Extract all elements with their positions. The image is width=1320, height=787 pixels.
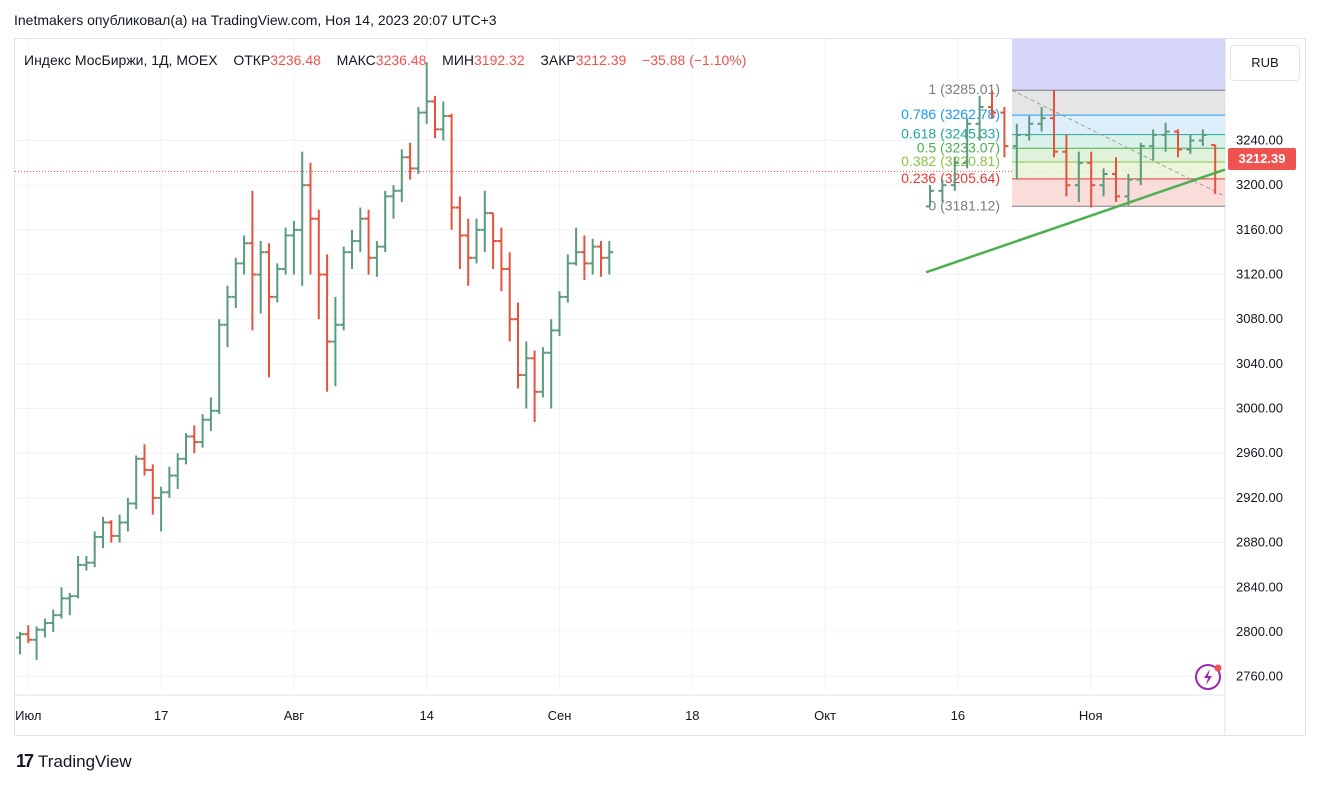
fib-zone [1012,161,1225,179]
ohlc-legend: Индекс МосБиржи, 1Д, MOEX ОТКР3236.48 МА… [24,52,746,68]
y-tick-label: 3160.00 [1236,222,1283,237]
support-trendline [925,168,1226,274]
high-label: МАКС [336,52,376,68]
fib-zone [1012,178,1225,207]
y-tick-label: 3080.00 [1236,311,1283,326]
last-price-tag: 3212.39 [1228,148,1296,170]
x-tick-label: Ноя [1079,708,1103,723]
fib-zone [1012,134,1225,149]
open-value: 3236.48 [270,52,321,68]
currency-button[interactable]: RUB [1230,45,1300,81]
x-tick-label: 18 [685,708,699,723]
y-tick-label: 3000.00 [1236,401,1283,416]
close-label: ЗАКР [540,52,576,68]
y-tick-label: 2880.00 [1236,535,1283,550]
fib-zone [1012,90,1225,116]
y-tick-label: 3240.00 [1236,133,1283,148]
low-label: МИН [442,52,475,68]
fib-level-label: 0.618 (3245.33) [901,126,1000,142]
flash-icon[interactable] [1193,662,1223,692]
close-value: 3212.39 [575,52,627,68]
chart-frame[interactable] [14,38,1306,736]
brand-name: TradingView [38,751,132,771]
y-tick-label: 2920.00 [1236,490,1283,505]
x-tick-label: Окт [814,708,836,723]
high-value: 3236.48 [375,52,427,68]
publish-info: Inetmakers опубликовал(а) на TradingView… [14,12,497,28]
footer: 17 TradingView [16,751,132,772]
y-tick-label: 2760.00 [1236,669,1283,684]
fib-level-label: 0 (3181.12) [928,197,1000,213]
low-value: 3192.32 [474,52,525,68]
x-tick-label: Авг [284,708,305,723]
fib-level-label: 0.236 (3205.64) [901,170,1000,186]
y-tick-label: 2960.00 [1236,445,1283,460]
y-tick-label: 2840.00 [1236,579,1283,594]
symbol-name: Индекс МосБиржи, 1Д, MOEX [24,52,218,68]
x-tick-label: Июл [15,708,41,723]
fib-zone [1012,115,1225,135]
change-value: −35.88 (−1.10%) [642,52,747,68]
open-label: ОТКР [233,52,271,68]
fib-level-label: 0.5 (3233.07) [917,139,1000,155]
x-tick-label: 16 [951,708,965,723]
y-tick-label: 2800.00 [1236,624,1283,639]
y-tick-label: 3200.00 [1236,177,1283,192]
fib-level-label: 1 (3285.01) [928,81,1000,97]
fib-level-label: 0.786 (3262.78) [901,106,1000,122]
tradingview-logo: 17 [16,751,34,771]
fib-zone [1012,148,1225,162]
y-tick-label: 3040.00 [1236,356,1283,371]
x-tick-label: 14 [419,708,433,723]
x-tick-label: 17 [154,708,168,723]
fib-trend-line [1011,89,1226,197]
x-tick-label: Сен [548,708,572,723]
fib-level-label: 0.382 (3220.81) [901,153,1000,169]
y-tick-label: 3120.00 [1236,267,1283,282]
fib-extension-zone [1012,39,1225,91]
